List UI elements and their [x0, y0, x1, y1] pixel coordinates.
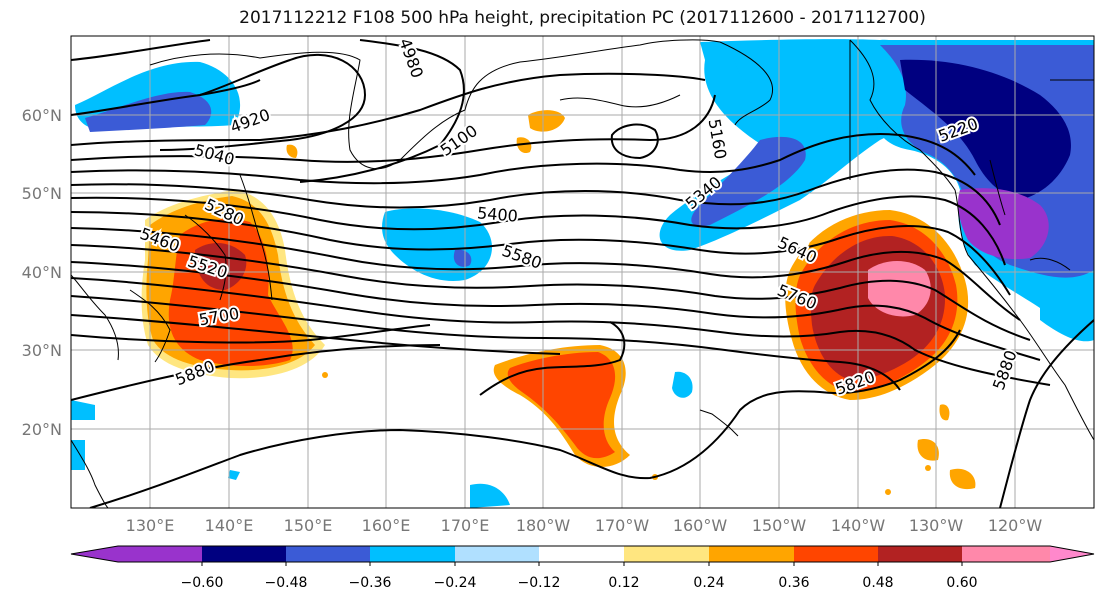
latitude-labels: 60°N 50°N 40°N 30°N 20°N — [22, 106, 62, 439]
colorbar-segment — [709, 546, 794, 562]
lon-label: 130°E — [126, 516, 175, 535]
lon-label: 160°E — [362, 516, 411, 535]
colorbar-tick-label: 0.60 — [946, 575, 977, 591]
lon-label: 180°W — [516, 516, 571, 535]
lon-label: 150°W — [752, 516, 807, 535]
colorbar-tick-label: −0.60 — [181, 575, 224, 591]
lon-label: 140°E — [205, 516, 254, 535]
colorbar-segment — [202, 546, 286, 562]
lon-label: 150°E — [284, 516, 333, 535]
lat-label-50n: 50°N — [22, 184, 62, 203]
colorbar-segment — [794, 546, 878, 562]
lon-label: 160°W — [673, 516, 728, 535]
graticule — [71, 36, 1094, 508]
lat-label-40n: 40°N — [22, 263, 62, 282]
longitude-labels: 130°E 140°E 150°E 160°E 170°E 180°W 170°… — [126, 516, 1043, 535]
lon-label: 140°W — [831, 516, 886, 535]
lon-label: 120°W — [988, 516, 1043, 535]
colorbar-outline — [70, 545, 1095, 563]
colorbar-tick-label: 0.48 — [862, 575, 893, 591]
colorbar-segment — [370, 546, 455, 562]
colorbar-segment — [118, 546, 202, 562]
map-frame — [70, 35, 1095, 509]
lon-label: 170°W — [595, 516, 650, 535]
colorbar-segment — [539, 546, 624, 562]
colorbar-segment — [878, 546, 962, 562]
colorbar-extend-low — [71, 546, 118, 562]
height-contours — [71, 39, 1094, 508]
colorbar-tick-label: 0.24 — [693, 575, 724, 591]
map-title: 2017112212 F108 500 hPa height, precipit… — [239, 8, 926, 28]
colorbar-tick-label: 0.36 — [778, 575, 809, 591]
colorbar-segment — [624, 546, 709, 562]
colorbar-tick-label: −0.24 — [434, 575, 477, 591]
colorbar-segments — [70, 545, 1095, 563]
colorbar-tick-label: 0.12 — [608, 575, 639, 591]
colorbar-tick-label: −0.48 — [265, 575, 308, 591]
colorbar-segment — [286, 546, 370, 562]
colorbar-segment — [455, 546, 539, 562]
colorbar-tick-label: −0.12 — [518, 575, 561, 591]
colorbar-segment — [962, 546, 1050, 562]
lon-label: 170°E — [441, 516, 490, 535]
colorbar: −0.60 −0.48 −0.36 −0.24 −0.12 0.12 0.24 … — [70, 545, 1095, 591]
lat-label-60n: 60°N — [22, 106, 62, 125]
lon-label: 130°W — [909, 516, 964, 535]
lat-label-20n: 20°N — [22, 420, 62, 439]
lat-label-30n: 30°N — [22, 341, 62, 360]
colorbar-ticks: −0.60 −0.48 −0.36 −0.24 −0.12 0.12 0.24 … — [181, 562, 978, 591]
colorbar-tick-label: −0.36 — [349, 575, 392, 591]
colorbar-extend-high — [1050, 546, 1094, 562]
contour-label: 5400 — [476, 203, 518, 225]
